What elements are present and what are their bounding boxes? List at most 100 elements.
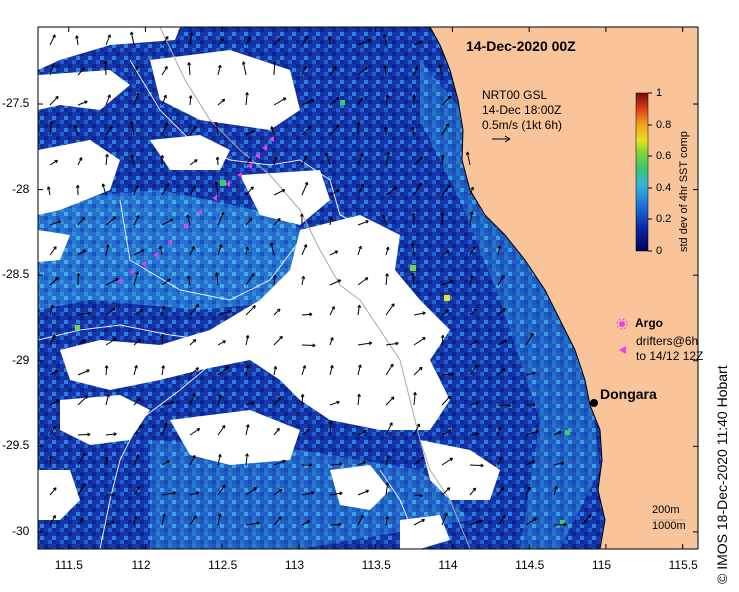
current-vector [411, 242, 415, 256]
current-vector [301, 35, 309, 46]
current-vector [273, 428, 280, 436]
drifter-position [247, 163, 252, 169]
x-tick-label: 114 [438, 558, 458, 572]
y-tick-label: -29.5 [2, 438, 30, 453]
current-vector [273, 218, 281, 226]
current-vector-head [383, 126, 388, 130]
current-vector [329, 189, 340, 196]
current-vector-head [277, 217, 281, 222]
current-vector-head [276, 308, 281, 312]
current-vector-head [419, 493, 423, 498]
current-vector-head [475, 401, 479, 406]
current-vector-head [129, 31, 134, 36]
current-vector-head [587, 514, 592, 518]
current-vector-head [479, 519, 483, 523]
current-vector [245, 402, 255, 406]
current-vector-head [279, 335, 283, 340]
current-vector [553, 486, 558, 496]
current-vector-head [305, 35, 309, 39]
current-vector-head [163, 422, 168, 427]
current-vector [105, 216, 117, 226]
current-vector [301, 491, 315, 496]
current-vector-head [134, 365, 138, 369]
sst-contour [38, 34, 301, 301]
current-vector-head [218, 453, 222, 458]
drifter-position [225, 181, 230, 187]
current-vector-head [393, 186, 398, 190]
current-vector [49, 455, 52, 466]
current-vector-head [333, 66, 337, 70]
current-vector-head [245, 335, 250, 339]
current-vector [301, 99, 315, 106]
y-tick-label: -28.5 [2, 267, 30, 282]
current-vector [187, 214, 191, 226]
current-vector [133, 454, 140, 466]
current-vector-head [161, 365, 166, 369]
current-vector [245, 453, 248, 466]
current-vector-head [365, 489, 370, 494]
current-vector-head [308, 463, 313, 468]
current-vector-head [104, 456, 109, 460]
current-vector [497, 515, 506, 526]
current-vector [105, 394, 110, 406]
x-tick-label: 115 [591, 558, 612, 572]
current-vector-head [303, 155, 308, 159]
current-vector-head [167, 278, 171, 282]
current-vector-head [221, 98, 226, 103]
current-vector [329, 124, 340, 136]
current-vector-head [136, 454, 140, 458]
current-vector-head [192, 338, 197, 343]
current-vector [215, 181, 219, 196]
current-vector-head [163, 94, 167, 99]
current-vector-head [269, 242, 274, 246]
current-vector-head [422, 311, 426, 316]
current-vector-head [422, 337, 426, 341]
current-vector [357, 394, 360, 406]
current-vector [49, 34, 56, 46]
current-vector [525, 333, 534, 346]
current-vector [273, 489, 283, 496]
town-label-dongara: Dongara [600, 386, 657, 402]
current-vector-head [360, 153, 364, 157]
current-vector-head [134, 65, 139, 70]
current-vector [357, 220, 369, 226]
drifter-position [183, 223, 188, 229]
current-vector-head [360, 514, 364, 519]
current-vector [49, 425, 56, 436]
current-vector-head [139, 309, 144, 313]
current-vector [245, 246, 249, 256]
current-vector [329, 463, 342, 466]
current-vector [77, 339, 87, 346]
current-vector-head [113, 338, 117, 342]
current-vector-head [358, 364, 362, 368]
current-vector-head [76, 272, 81, 277]
current-vector-head [364, 277, 369, 281]
current-vector [413, 337, 426, 346]
current-vector-head [357, 393, 361, 398]
current-vector [469, 246, 476, 256]
current-vector [441, 184, 451, 196]
current-vector-head [507, 403, 512, 408]
current-vector [161, 422, 167, 436]
current-vector-head [438, 64, 442, 68]
current-vector [217, 340, 226, 346]
current-vector [102, 183, 107, 196]
current-vector-head [469, 274, 474, 279]
current-vector [161, 401, 174, 406]
current-vector [413, 392, 416, 406]
current-vector [525, 372, 536, 376]
current-vector [497, 308, 506, 316]
current-vector-head [164, 66, 168, 70]
current-vector [441, 309, 449, 316]
current-vector [497, 427, 501, 436]
current-vector [357, 515, 364, 526]
current-vector [413, 156, 423, 166]
current-vector-head [73, 124, 78, 129]
current-vector-head [54, 159, 58, 164]
current-vector-head [278, 516, 282, 520]
current-vector-head [160, 154, 165, 159]
current-vector-head [533, 517, 537, 522]
current-vector [329, 365, 333, 376]
current-vector-head [172, 491, 177, 495]
current-vector [385, 516, 389, 526]
